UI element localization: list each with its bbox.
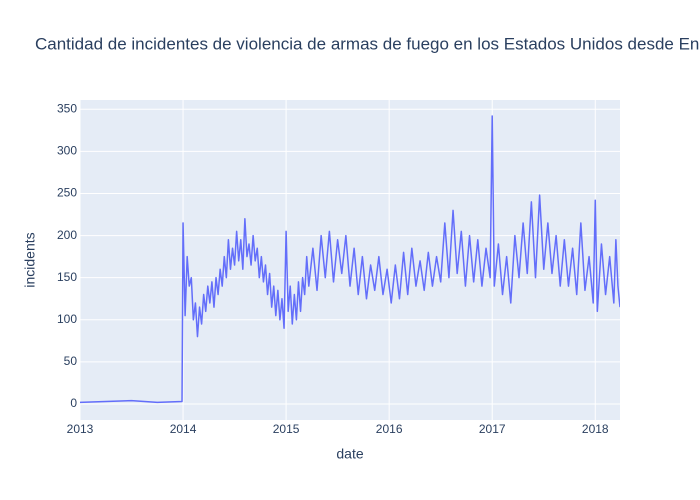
- chart-title: Cantidad de incidentes de violencia de a…: [35, 34, 699, 53]
- x-tick-label: 2017: [479, 422, 506, 436]
- y-tick-label: 250: [57, 186, 77, 200]
- y-tick-label: 300: [57, 144, 77, 158]
- y-tick-label: 150: [57, 270, 77, 284]
- y-tick-label: 200: [57, 228, 77, 242]
- y-tick-label: 350: [57, 101, 77, 115]
- x-tick-label: 2015: [273, 422, 300, 436]
- line-series: [80, 115, 620, 404]
- x-axis-title: date: [336, 446, 363, 462]
- x-tick-label: 2016: [376, 422, 403, 436]
- plot-area: [80, 100, 620, 420]
- series: [80, 115, 620, 404]
- x-tick-label: 2018: [582, 422, 609, 436]
- y-axis-title: incidents: [22, 232, 38, 287]
- x-tick-label: 2013: [67, 422, 94, 436]
- y-tick-label: 50: [64, 354, 78, 368]
- x-tick-label: 2014: [170, 422, 197, 436]
- y-tick-label: 0: [70, 396, 77, 410]
- y-tick-label: 100: [57, 312, 77, 326]
- grid: [79, 100, 620, 420]
